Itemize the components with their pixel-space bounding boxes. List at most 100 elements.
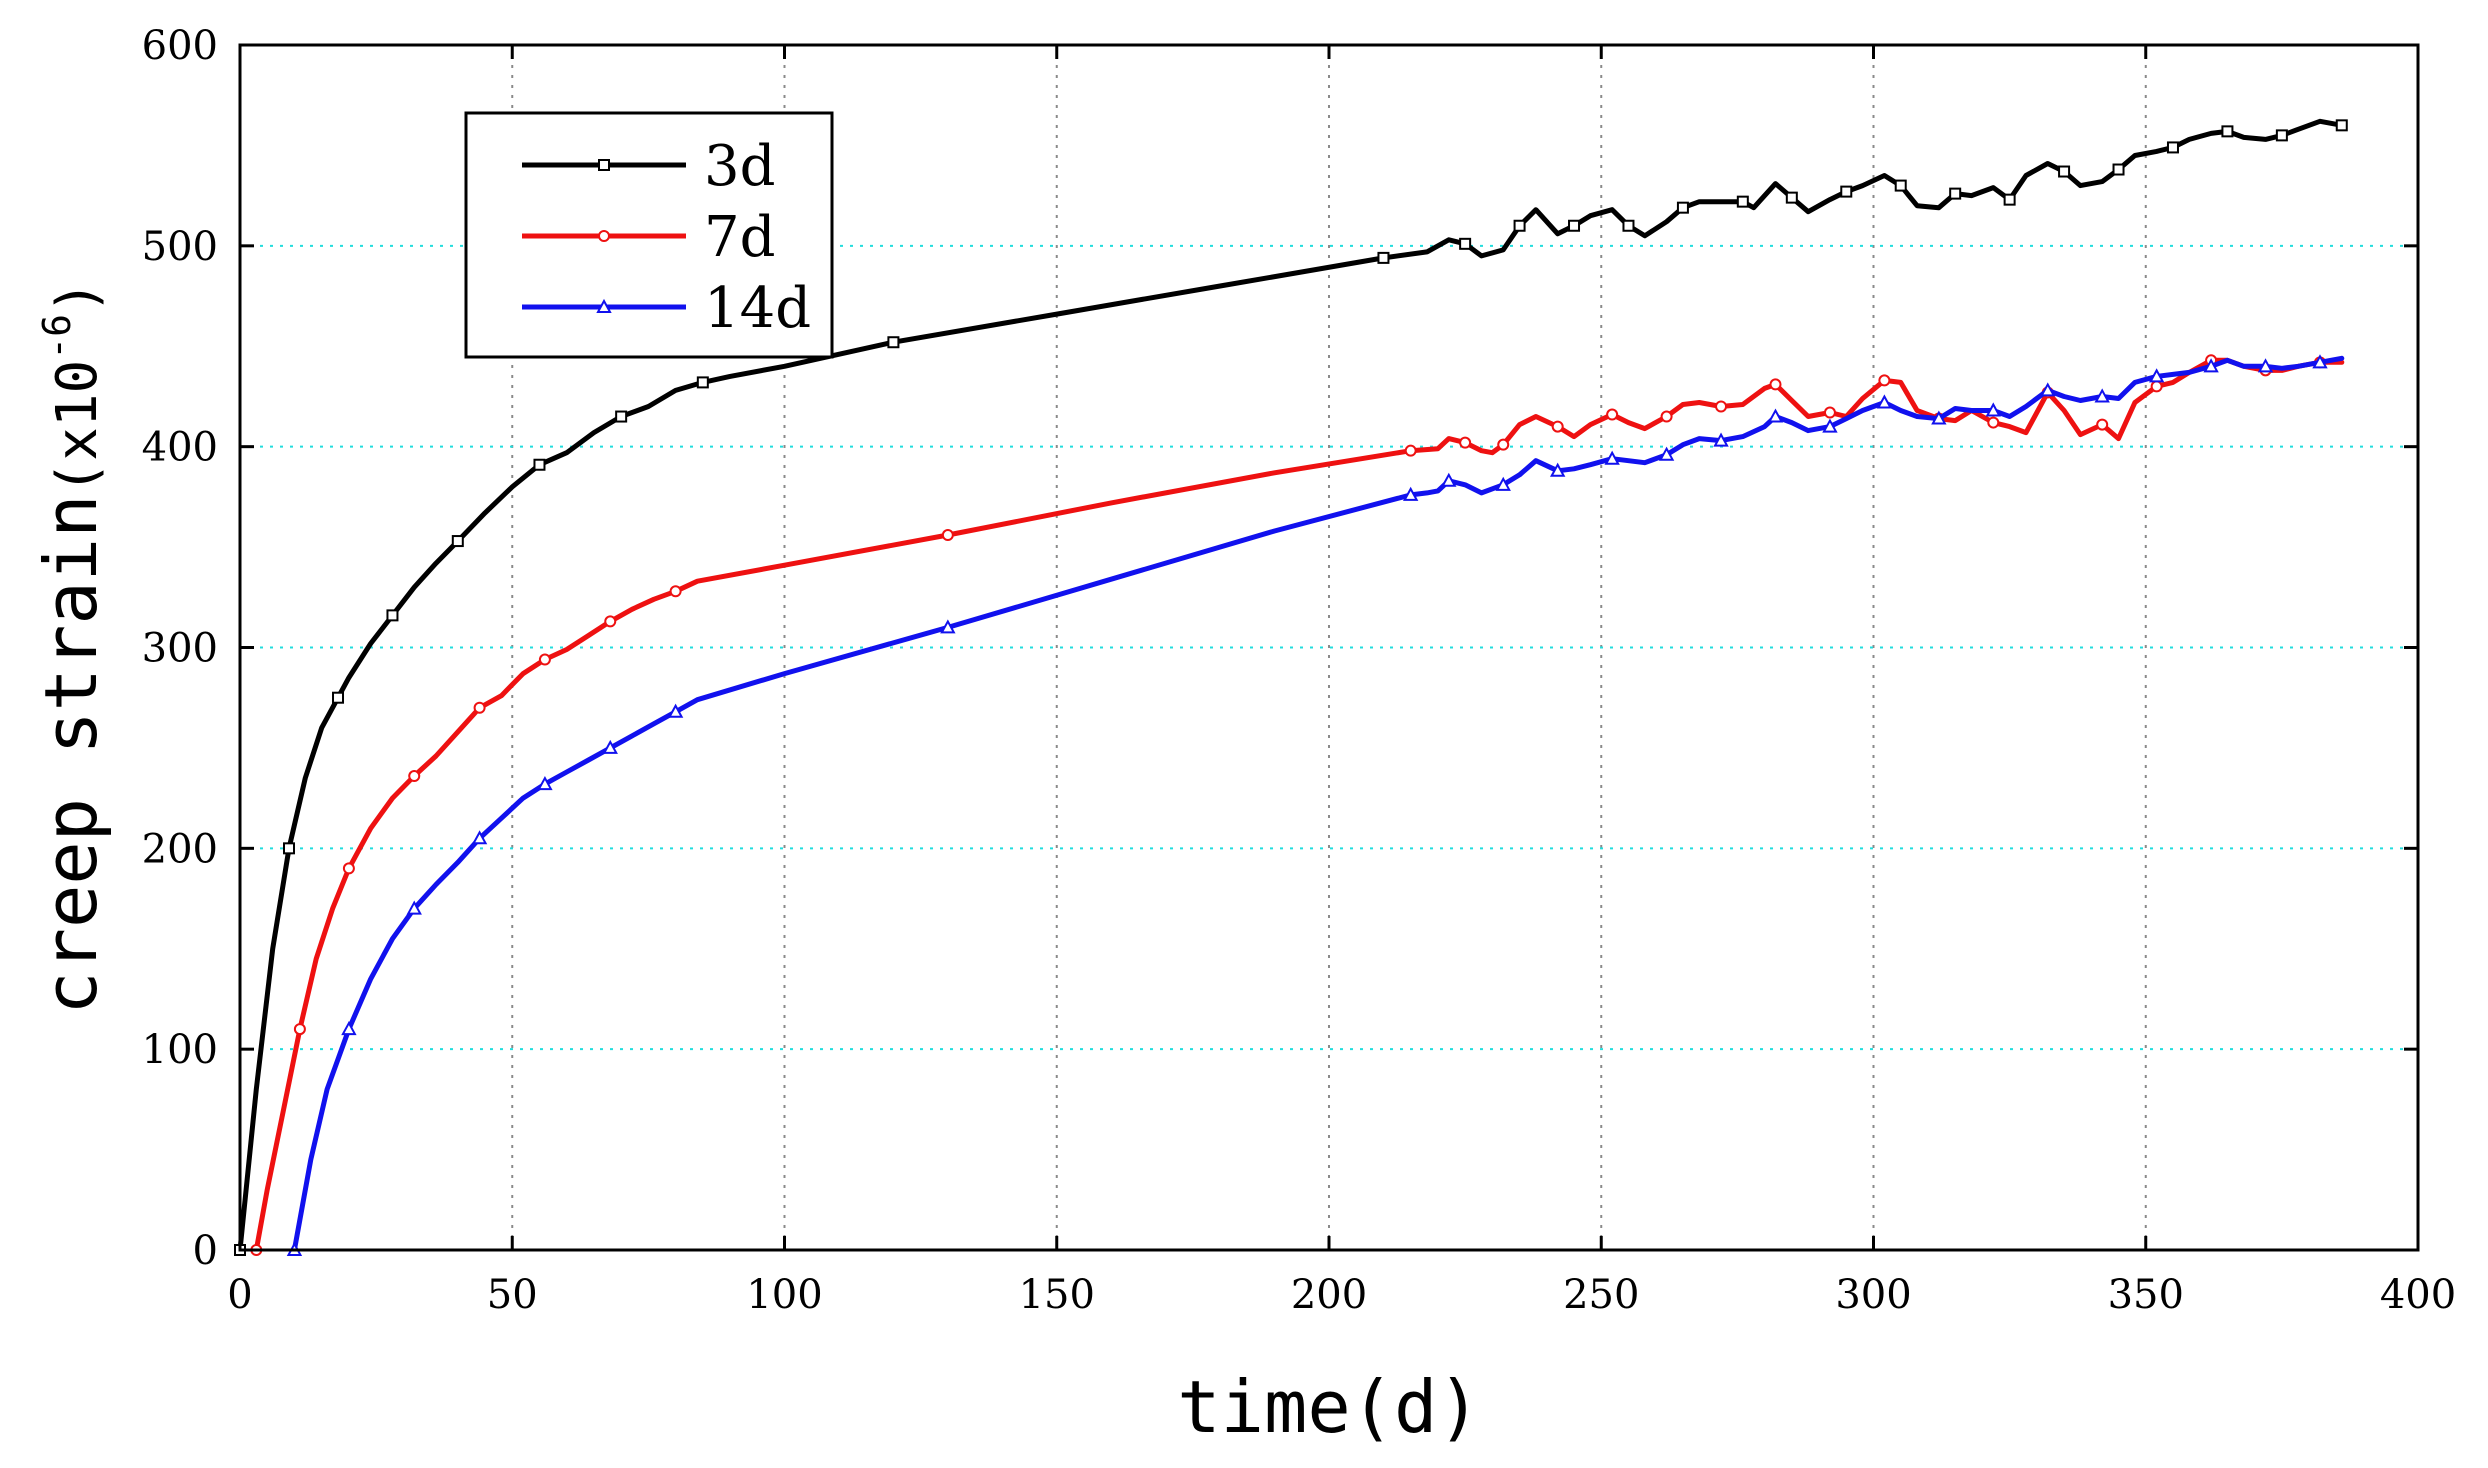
y-tick-label: 200 <box>142 826 218 872</box>
x-tick-label: 200 <box>1291 1272 1367 1318</box>
data-point-marker <box>471 830 488 845</box>
data-point-marker <box>2203 358 2219 373</box>
data-point-marker <box>2058 165 2071 178</box>
data-point-marker <box>1550 462 1566 477</box>
x-tick-label: 50 <box>487 1272 538 1318</box>
data-point-marker <box>604 615 617 628</box>
data-point-marker <box>408 770 421 783</box>
data-point-marker <box>1785 191 1798 204</box>
x-axis-title: time(d) <box>1177 1365 1480 1449</box>
data-point-marker <box>940 619 956 634</box>
y-axis-title: creep strain(x10-6) <box>29 280 113 1015</box>
data-point-marker <box>2096 418 2109 431</box>
y-tick-label: 500 <box>142 224 218 270</box>
data-point-marker <box>1604 450 1620 465</box>
data-point-marker <box>2275 129 2288 142</box>
x-tick-label: 350 <box>2108 1272 2184 1318</box>
data-point-marker <box>1822 418 1838 433</box>
data-point-marker <box>1568 219 1581 232</box>
x-tick-label: 300 <box>1835 1272 1911 1318</box>
data-point-marker <box>2094 388 2110 403</box>
legend-label-7d: 7d <box>704 205 775 270</box>
y-tick-label: 100 <box>142 1027 218 1073</box>
data-point-marker <box>2040 382 2056 397</box>
data-point-marker <box>2312 354 2328 369</box>
data-point-marker <box>1878 374 1891 387</box>
data-point-marker <box>1767 408 1784 423</box>
y-axis-title-unit-base: (x10 <box>45 360 110 495</box>
data-point-marker <box>537 775 553 791</box>
data-point-marker <box>1769 378 1782 391</box>
data-point-marker <box>598 230 610 242</box>
y-tick-label: 600 <box>142 23 218 69</box>
data-point-marker <box>1377 251 1390 264</box>
data-point-marker <box>667 703 684 718</box>
data-point-marker <box>2166 141 2179 154</box>
data-point-marker <box>341 1020 357 1036</box>
data-point-marker <box>2003 193 2016 206</box>
data-point-marker <box>1660 410 1673 423</box>
tick-labels: 0 50 100 150 200 250 300 350 400 0 100 200 300 400 500… <box>142 23 2457 1318</box>
data-point-marker <box>1404 444 1417 457</box>
data-point-marker <box>1551 420 1564 433</box>
data-point-marker <box>1513 219 1526 232</box>
legend-label-3d: 3d <box>704 134 775 199</box>
data-point-marker <box>2150 380 2163 393</box>
data-point-marker <box>1497 438 1510 451</box>
data-point-marker <box>1459 237 1472 250</box>
data-point-marker <box>2148 368 2165 383</box>
data-point-marker <box>2112 163 2125 176</box>
y-axis-title-unit-close: ) <box>45 280 110 314</box>
data-point-marker <box>596 298 612 313</box>
data-point-marker <box>386 609 399 622</box>
y-axis-title-main: creep strain <box>29 495 113 1015</box>
data-point-marker <box>1622 219 1635 232</box>
data-point-marker <box>1495 476 1511 491</box>
data-point-marker <box>332 691 345 704</box>
y-tick-label: 300 <box>142 626 218 672</box>
x-tick-label: 100 <box>746 1272 822 1318</box>
data-point-marker <box>538 653 551 666</box>
data-point-marker <box>1985 402 2001 417</box>
data-point-marker <box>1441 472 1457 487</box>
y-axis-title-unit-exp: -6 <box>35 314 79 360</box>
data-point-marker <box>1823 406 1836 419</box>
data-point-marker <box>669 585 682 598</box>
y-tick-label: 0 <box>193 1228 218 1274</box>
series-3d <box>234 118 2348 1256</box>
data-point-marker <box>342 862 355 875</box>
data-point-marker <box>1676 201 1689 214</box>
data-point-marker <box>696 376 709 389</box>
data-point-marker <box>1931 410 1947 425</box>
series-7d <box>250 354 2345 1256</box>
data-point-marker <box>293 1023 306 1036</box>
series-14d <box>286 354 2345 1256</box>
data-point-marker <box>615 410 628 423</box>
x-tick-label: 0 <box>227 1272 252 1318</box>
series-group <box>234 118 2348 1256</box>
data-point-marker <box>602 739 618 754</box>
data-point-marker <box>1658 446 1675 461</box>
data-point-marker <box>2335 119 2348 132</box>
x-tick-label: 150 <box>1019 1272 1095 1318</box>
data-point-marker <box>1606 408 1619 421</box>
data-point-marker <box>1713 432 1729 447</box>
data-point-marker <box>533 458 546 471</box>
data-point-marker <box>1949 187 1962 200</box>
data-point-marker <box>941 529 954 542</box>
series-line-14d <box>291 355 2345 1253</box>
data-point-marker <box>451 535 464 548</box>
data-point-marker <box>1715 400 1728 413</box>
x-tick-label: 400 <box>2380 1272 2456 1318</box>
axis-ticks <box>238 43 2420 1252</box>
y-tick-label: 400 <box>142 425 218 471</box>
data-point-marker <box>1736 195 1749 208</box>
data-point-marker <box>283 842 296 855</box>
data-point-marker <box>1876 394 1893 409</box>
legend-label-14d: 14d <box>704 276 811 341</box>
data-point-marker <box>1459 436 1472 449</box>
data-point-marker <box>1402 486 1419 501</box>
